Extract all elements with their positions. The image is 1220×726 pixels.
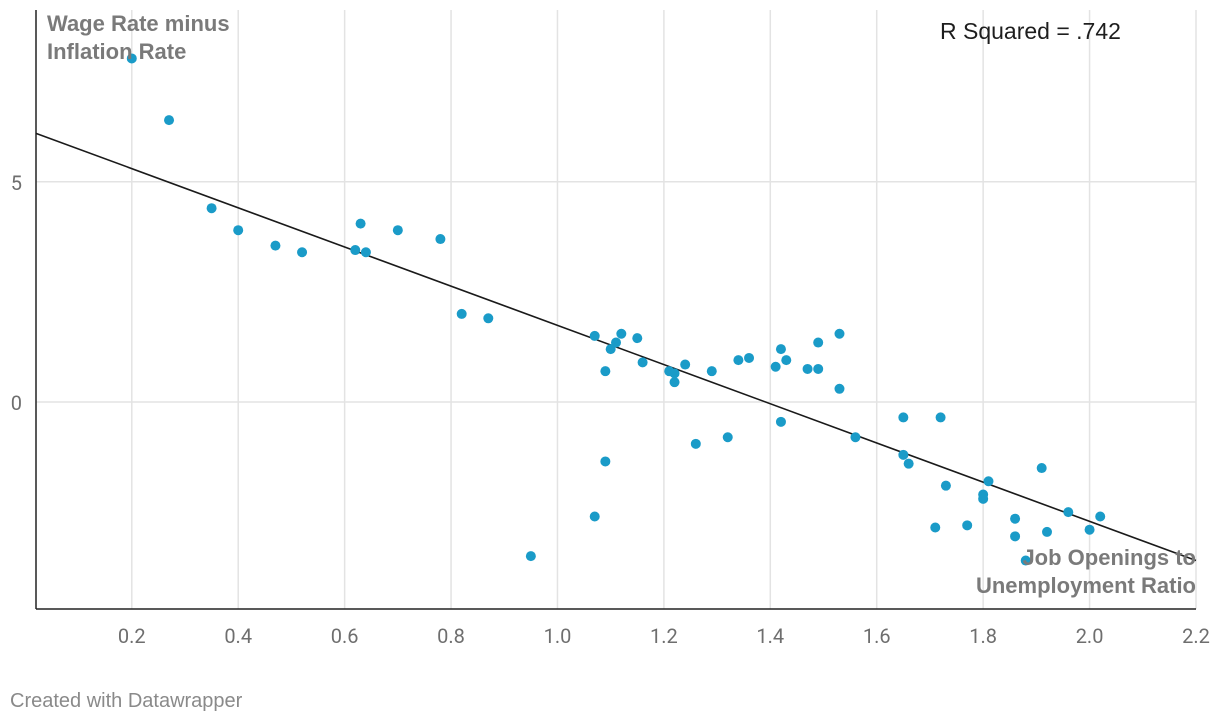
x-gridlines: [131, 10, 1197, 609]
y-tick-label: 5: [11, 171, 22, 195]
y-tick-labels: 05: [11, 171, 22, 415]
data-point: [164, 115, 175, 126]
x-axis-title-line-2: Unemployment Ratio: [976, 573, 1196, 598]
x-tick-labels: 0.2 0.4 0.6 0.8 1.0 1.2 1.4 1.6 1.8 2.0 2.2: [118, 624, 1210, 648]
data-point: [802, 363, 813, 374]
data-point: [978, 493, 989, 504]
data-point: [669, 377, 680, 388]
data-point: [525, 551, 536, 562]
data-point: [1036, 463, 1047, 474]
data-point: [770, 361, 781, 372]
x-axis-title-line-1: Job Openings to: [1022, 545, 1196, 570]
data-point: [935, 412, 946, 423]
data-point: [744, 352, 755, 363]
x-tick-label: 0.2: [118, 624, 146, 648]
y-gridlines: [36, 181, 1196, 403]
x-tick-label: 1.4: [756, 624, 784, 648]
y-tick-label: 0: [11, 391, 22, 415]
data-point: [355, 218, 366, 229]
x-tick-label: 2.2: [1182, 624, 1210, 648]
x-tick-label: 0.6: [331, 624, 359, 648]
data-point: [456, 308, 467, 319]
y-axis-title-line-1: Wage Rate minus: [47, 11, 230, 36]
data-point: [616, 328, 627, 339]
data-point: [435, 234, 446, 245]
data-point: [270, 240, 281, 251]
data-point: [706, 366, 717, 377]
data-point: [983, 476, 994, 487]
data-point: [775, 344, 786, 355]
r-squared-annotation: R Squared = .742: [940, 18, 1121, 44]
data-point: [1010, 531, 1021, 542]
data-point: [637, 357, 648, 368]
data-point: [690, 438, 701, 449]
x-tick-label: 1.6: [863, 624, 891, 648]
data-point: [1063, 507, 1074, 518]
data-point: [781, 355, 792, 366]
data-point: [632, 333, 643, 344]
data-point: [903, 458, 914, 469]
data-point: [962, 520, 973, 531]
data-point: [898, 449, 909, 460]
data-point: [611, 337, 621, 348]
data-point: [834, 383, 845, 394]
data-point: [1010, 513, 1021, 524]
data-point: [669, 368, 680, 379]
data-point: [392, 225, 403, 236]
data-point: [1095, 511, 1106, 522]
data-point: [680, 359, 691, 370]
x-tick-label: 1.0: [544, 624, 572, 648]
data-point: [940, 480, 951, 491]
data-point: [360, 247, 371, 258]
data-point: [722, 432, 733, 443]
data-points: [126, 53, 1106, 566]
data-point: [233, 225, 244, 236]
data-point: [834, 328, 845, 339]
x-tick-label: 0.8: [437, 624, 465, 648]
data-point: [126, 53, 137, 64]
data-point: [1042, 526, 1053, 537]
y-axis-title-line-2: Inflation Rate: [47, 39, 186, 64]
data-point: [850, 432, 861, 443]
data-point: [775, 416, 786, 427]
x-tick-label: 1.8: [969, 624, 997, 648]
data-point: [589, 330, 600, 341]
data-point: [898, 412, 909, 423]
datawrapper-credit: Created with Datawrapper: [10, 690, 243, 712]
data-point: [600, 366, 611, 377]
data-point: [600, 456, 611, 467]
data-point: [813, 337, 824, 348]
data-point: [350, 245, 361, 256]
data-point: [733, 355, 744, 366]
data-point: [813, 363, 824, 374]
x-tick-label: 2.0: [1076, 624, 1104, 648]
data-point: [930, 522, 941, 533]
data-point: [1084, 524, 1095, 535]
data-point: [589, 511, 600, 522]
x-tick-label: 1.2: [650, 624, 678, 648]
data-point: [1020, 555, 1031, 566]
data-point: [297, 247, 308, 258]
data-point: [206, 203, 217, 214]
x-tick-label: 0.4: [224, 624, 252, 648]
data-point: [483, 313, 494, 324]
